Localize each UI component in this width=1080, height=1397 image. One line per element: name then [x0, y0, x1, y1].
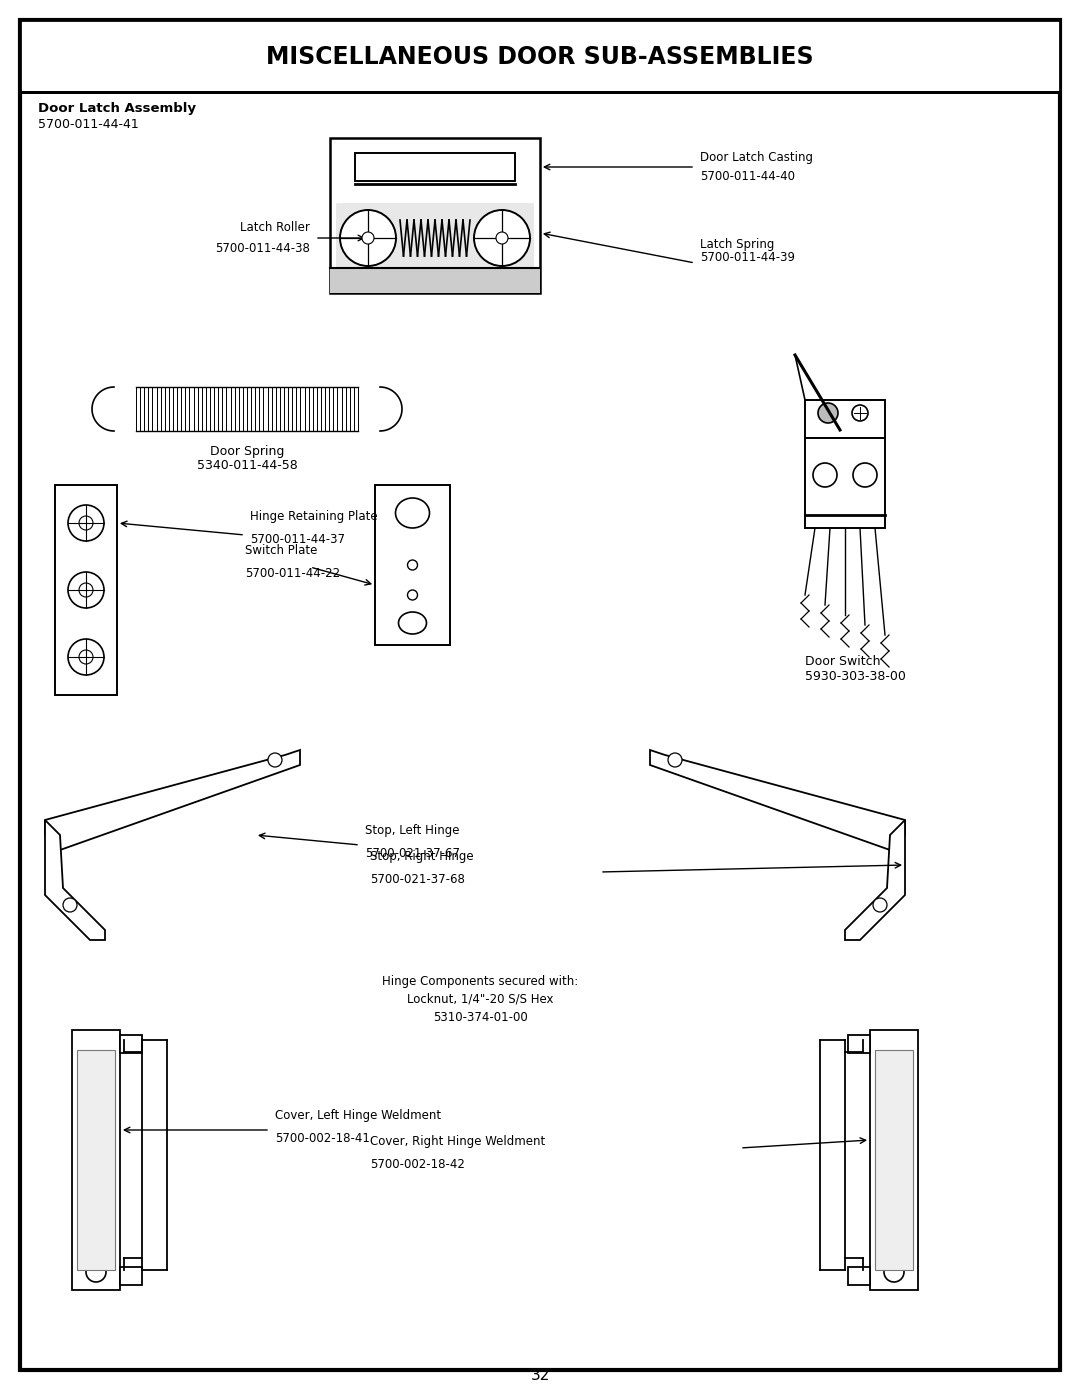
Bar — [120, 1267, 141, 1285]
Text: 5700-011-44-41: 5700-011-44-41 — [38, 117, 138, 131]
Circle shape — [873, 898, 887, 912]
Text: Hinge Components secured with:
Locknut, 1/4"-20 S/S Hex
5310-374-01-00: Hinge Components secured with: Locknut, … — [382, 975, 578, 1024]
Text: 5700-011-44-22: 5700-011-44-22 — [245, 567, 340, 580]
Text: Latch Roller: Latch Roller — [240, 221, 310, 235]
Circle shape — [68, 504, 104, 541]
Bar — [55, 485, 117, 694]
Circle shape — [669, 753, 681, 767]
Text: Door Switch: Door Switch — [805, 655, 880, 668]
Text: Latch Spring: Latch Spring — [700, 237, 774, 251]
Circle shape — [407, 590, 418, 599]
Bar — [120, 1035, 141, 1053]
Text: MISCELLANEOUS DOOR SUB-ASSEMBLIES: MISCELLANEOUS DOOR SUB-ASSEMBLIES — [266, 45, 814, 68]
Circle shape — [79, 650, 93, 664]
Text: Cover, Right Hinge Weldment: Cover, Right Hinge Weldment — [370, 1134, 545, 1148]
Text: 5700-002-18-41: 5700-002-18-41 — [275, 1132, 369, 1146]
Circle shape — [340, 210, 396, 265]
Text: Hinge Retaining Plate: Hinge Retaining Plate — [249, 510, 378, 522]
Text: 5930-303-38-00: 5930-303-38-00 — [805, 671, 906, 683]
Circle shape — [268, 753, 282, 767]
Bar — [375, 485, 450, 645]
Bar — [848, 1267, 870, 1285]
Text: Cover, Left Hinge Weldment: Cover, Left Hinge Weldment — [275, 1109, 441, 1122]
Ellipse shape — [399, 612, 427, 634]
Circle shape — [86, 1261, 106, 1282]
Text: 5700-002-18-42: 5700-002-18-42 — [370, 1158, 464, 1171]
Bar — [848, 1035, 870, 1053]
Text: 5700-021-37-68: 5700-021-37-68 — [370, 873, 464, 886]
Text: Stop, Left Hinge: Stop, Left Hinge — [365, 824, 459, 837]
Polygon shape — [45, 750, 300, 849]
Polygon shape — [650, 750, 905, 849]
Bar — [805, 439, 885, 528]
Text: 5700-011-44-37: 5700-011-44-37 — [249, 534, 345, 546]
Circle shape — [407, 560, 418, 570]
Circle shape — [79, 515, 93, 529]
Bar — [21, 20, 1059, 92]
Text: Door Latch Casting: Door Latch Casting — [700, 151, 813, 163]
Circle shape — [63, 898, 77, 912]
Bar — [870, 1030, 918, 1289]
Circle shape — [852, 405, 868, 420]
Polygon shape — [45, 820, 105, 940]
Text: 5340-011-44-58: 5340-011-44-58 — [197, 460, 297, 472]
Bar — [330, 138, 540, 293]
Circle shape — [885, 1261, 904, 1282]
Text: 5700-021-37-67: 5700-021-37-67 — [365, 847, 460, 861]
Bar — [77, 1051, 114, 1270]
Text: Door Spring: Door Spring — [210, 446, 284, 458]
Text: Door Latch Assembly: Door Latch Assembly — [38, 102, 195, 115]
Bar — [330, 268, 540, 293]
Circle shape — [362, 232, 374, 244]
Text: 5700-011-44-40: 5700-011-44-40 — [700, 170, 795, 183]
Ellipse shape — [395, 497, 430, 528]
Circle shape — [68, 571, 104, 608]
Bar — [355, 154, 515, 182]
Text: 5700-011-44-39: 5700-011-44-39 — [700, 251, 795, 264]
Text: Stop, Right HInge: Stop, Right HInge — [370, 849, 474, 863]
Circle shape — [474, 210, 530, 265]
Text: Switch Plate: Switch Plate — [245, 543, 318, 557]
Circle shape — [496, 232, 508, 244]
Text: 32: 32 — [530, 1368, 550, 1383]
Bar — [875, 1051, 913, 1270]
Text: 5700-011-44-38: 5700-011-44-38 — [215, 242, 310, 256]
Bar — [805, 400, 885, 439]
Bar — [72, 1030, 120, 1289]
Polygon shape — [845, 820, 905, 940]
Circle shape — [79, 583, 93, 597]
Circle shape — [853, 462, 877, 488]
Circle shape — [813, 462, 837, 488]
Circle shape — [818, 402, 838, 423]
FancyBboxPatch shape — [336, 203, 534, 272]
Circle shape — [68, 638, 104, 675]
